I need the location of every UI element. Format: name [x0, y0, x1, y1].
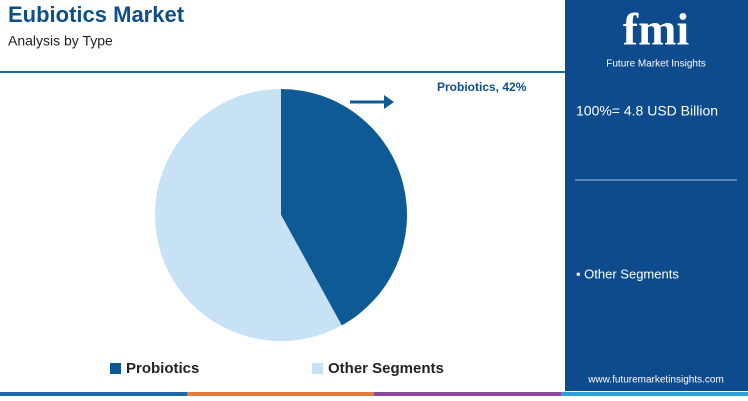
chart-subtitle: Analysis by Type [8, 33, 113, 49]
annotation-arrow [384, 95, 394, 109]
footer-stripe [0, 392, 187, 396]
total-note: 100%= 4.8 USD Billion [576, 103, 718, 119]
sidebar-item: • Other Segments [576, 266, 679, 281]
footer-stripe [374, 392, 561, 396]
legend-label: Probiotics [126, 360, 199, 377]
legend-label: Other Segments [328, 360, 444, 377]
pie-slice [155, 89, 342, 341]
annotation: Probiotics, 42% [437, 80, 527, 94]
brand: Future Market Insights [606, 59, 705, 70]
sidebar-panel [565, 0, 748, 391]
legend-swatch [110, 363, 121, 374]
legend-swatch [312, 363, 323, 374]
footer-stripe [561, 392, 748, 396]
chart-title: Eubiotics Market [8, 2, 185, 27]
pie-slice [281, 89, 408, 326]
logo: fmi [623, 4, 690, 55]
url: www.futuremarketinsights.com [587, 375, 724, 386]
footer-stripe [187, 392, 374, 396]
